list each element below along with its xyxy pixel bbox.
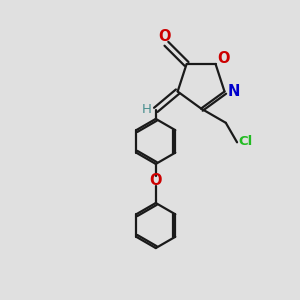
Text: O: O <box>217 51 229 66</box>
Text: H: H <box>142 103 152 116</box>
Text: O: O <box>159 29 171 44</box>
Text: O: O <box>149 173 162 188</box>
Text: Cl: Cl <box>238 135 253 148</box>
Text: N: N <box>227 84 240 99</box>
